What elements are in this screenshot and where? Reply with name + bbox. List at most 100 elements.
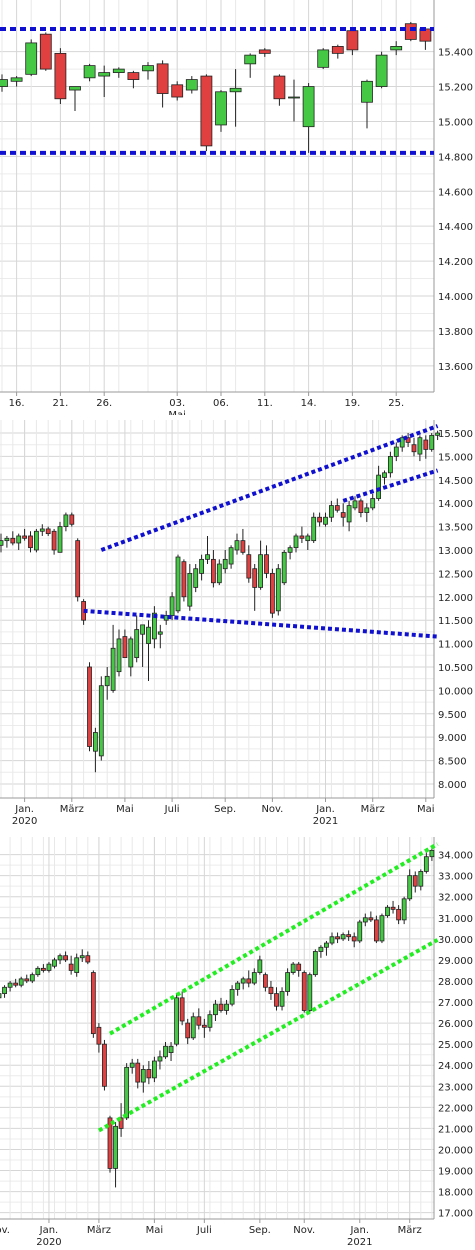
candle-body-up [281,551,287,584]
candle [83,63,96,82]
candle-body-down [346,934,352,938]
x-tick-label: Nov. [293,1225,315,1236]
y-tick-label: 14.500 [438,476,473,487]
candle [28,531,33,553]
candle-body-down [45,528,51,535]
candle-body-down [258,49,271,54]
candle [179,991,185,1026]
candle [340,932,346,941]
candle [340,503,346,527]
candle-body-down [87,666,92,747]
candle [41,964,46,973]
candle [246,545,252,583]
candle-body-up [279,991,285,1007]
candle-body-up [199,558,205,574]
candle-body-down [269,572,275,614]
candle [274,987,279,1011]
candle-body-up [193,568,199,588]
candle-body-up [2,986,7,995]
x-tick-label: 06. [213,398,229,409]
candle-body-down [411,444,417,453]
candle [279,987,285,1011]
candle [124,1063,130,1120]
x-tick-sublabel: 2021 [313,816,338,827]
candle-body-down [252,568,258,588]
candle-body-down [179,997,185,1022]
candle [390,900,396,914]
candle-body-down [246,978,252,984]
candle [146,620,151,682]
grid [0,837,434,1219]
candle-body-down [102,1043,107,1087]
candle [13,978,19,988]
candle-body-up [364,507,370,513]
candle-body-up [307,974,313,1011]
y-tick-label: 9.500 [438,710,467,721]
candle-body-up [385,906,390,917]
candle [302,83,315,153]
candle-body-up [244,54,257,65]
y-tick-label: 10.500 [438,663,473,674]
candle [205,535,210,565]
candle-body-down [51,530,57,551]
x-tick-sublabel: 2020 [36,1237,61,1248]
candle [299,526,305,543]
candle [346,930,352,941]
candle-body-down [122,636,128,659]
candle-body-up [185,79,198,91]
x-tick-label: Juli [164,804,180,815]
x-tick-sublabel: 2021 [347,1237,372,1248]
candle [146,1061,152,1085]
y-tick-label: 11.500 [438,616,473,627]
candle-body-up [401,898,407,921]
candle [246,970,252,988]
candle-body-up [205,554,210,560]
candle-body-down [54,52,67,100]
candle-body-down [368,917,374,921]
trend-line [108,842,439,1036]
candle-body-down [240,540,246,553]
candle [196,1008,202,1030]
candle [273,74,286,106]
candle-body-up [46,963,52,971]
candle-body-down [351,936,357,942]
candle [107,1115,113,1173]
candle-body-up [352,500,358,509]
x-tick-label: Jan. [349,1225,369,1236]
candle-body-down [218,1003,224,1011]
candle-body-up [429,849,435,858]
candle [174,993,180,1047]
candle [301,970,307,1013]
y-tick-label: 13.600 [438,362,473,373]
candle-body-down [396,908,402,921]
candle [22,528,28,541]
candle [352,496,358,511]
candle-body-down [423,439,429,450]
candle [252,564,258,611]
candle [234,533,240,555]
candle-body-down [296,963,302,971]
candle [135,1058,141,1089]
candle-body-down [273,75,286,100]
candle-body-up [157,631,163,635]
candle-body-up [418,871,424,887]
candle-body-up [423,856,429,872]
candle [156,60,169,108]
candle-body-down [268,986,274,995]
candle [0,533,4,553]
trend-line [83,608,438,639]
candle [39,524,45,536]
x-tick-label: Sep. [214,804,236,815]
candle-body-down [340,512,346,518]
candle [34,528,39,553]
candle [257,955,263,975]
candlestick-chart-long-term: 17.000 18.000 19.000 20.000 21.000 22.000 23.0… [0,837,473,1248]
candle-body-down [412,875,418,887]
candle [16,533,22,550]
candle [222,550,228,574]
candle [334,498,340,513]
candle [244,53,257,78]
candle [29,972,35,984]
y-tick-label: 14.800 [438,152,473,163]
candle-body-down [201,1024,207,1028]
